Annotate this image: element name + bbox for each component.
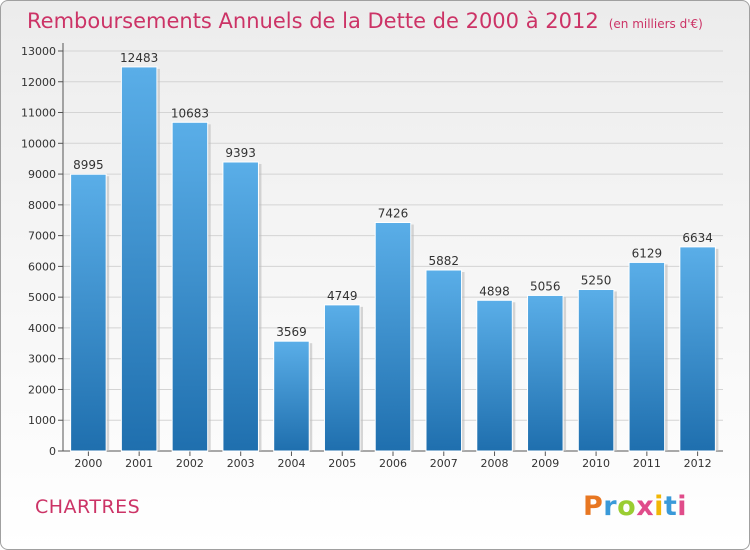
y-tick-label: 6000 (28, 260, 56, 273)
bar-2007 (425, 269, 463, 452)
chart-title: Remboursements Annuels de la Dette de 20… (27, 9, 703, 33)
x-tick-label: 2008 (481, 457, 509, 470)
y-tick-label: 9000 (28, 168, 56, 181)
x-tick-label: 2000 (74, 457, 102, 470)
y-tick-label: 3000 (28, 353, 56, 366)
data-label: 3569 (276, 325, 307, 339)
y-tick-label: 5000 (28, 291, 56, 304)
x-tick-label: 2011 (633, 457, 661, 470)
y-tick-label: 7000 (28, 230, 56, 243)
logo-letter: P (583, 491, 604, 522)
x-tick-label: 2001 (125, 457, 153, 470)
data-label: 12483 (120, 51, 158, 65)
data-label: 4898 (479, 284, 510, 298)
logo-letter: o (617, 491, 637, 522)
data-label: 7426 (378, 207, 409, 221)
x-tick-label: 2005 (328, 457, 356, 470)
x-tick-label: 2009 (531, 457, 559, 470)
logo-letter: r (603, 491, 618, 522)
logo-letter: i (654, 491, 664, 522)
data-label: 6634 (682, 231, 713, 245)
title-unit: (en milliers d'€) (608, 17, 703, 31)
x-tick-label: 2007 (430, 457, 458, 470)
x-tick-label: 2003 (227, 457, 255, 470)
data-label: 5250 (581, 273, 612, 287)
bar-2010 (577, 288, 615, 452)
bar-2004 (273, 340, 310, 452)
y-tick-label: 1000 (28, 414, 56, 427)
logo-letter: i (677, 491, 688, 522)
bar-2011 (628, 261, 666, 452)
bar-2001 (120, 66, 158, 452)
y-tick-label: 2000 (28, 383, 56, 396)
bar-2009 (527, 294, 564, 452)
x-tick-label: 2012 (684, 457, 712, 470)
data-label: 9393 (225, 146, 256, 160)
x-tick-label: 2006 (379, 457, 407, 470)
y-tick-label: 12000 (21, 76, 56, 89)
bar-2005 (323, 304, 361, 452)
axes: 0 1000 2000 3000 4000 5000 6000 7000 8000 9000 100… (21, 43, 723, 470)
commune-name: CHARTRES (35, 496, 141, 518)
data-label: 10683 (171, 106, 209, 120)
y-tick-label: 11000 (21, 107, 56, 120)
y-tick-label: 10000 (21, 137, 56, 150)
bar-2003 (222, 161, 259, 452)
x-tick-label: 2004 (277, 457, 305, 470)
logo-letter: t (663, 491, 678, 522)
bars (70, 66, 719, 452)
x-tick-label: 2002 (176, 457, 204, 470)
data-labels: 8995 12483 10683 9393 3569 4749 7426 5882 4898 50… (73, 51, 713, 339)
x-tick-label: 2010 (582, 457, 610, 470)
proxiti-logo: Proxiti (583, 491, 687, 522)
title-text: Remboursements Annuels de la Dette de 20… (27, 9, 599, 33)
bar-2006 (374, 222, 412, 452)
data-label: 5882 (428, 254, 459, 268)
bar-2012 (679, 246, 716, 452)
logo-letter: x (636, 491, 655, 522)
data-label: 5056 (530, 279, 561, 293)
y-tick-label: 4000 (28, 322, 56, 335)
bar-2008 (476, 299, 513, 452)
y-tick-label: 13000 (21, 45, 56, 58)
y-tick-label: 0 (49, 445, 56, 458)
data-label: 4749 (327, 289, 358, 303)
y-tick-label: 8000 (28, 199, 56, 212)
data-label: 8995 (73, 158, 104, 172)
bar-2000 (70, 173, 107, 452)
data-label: 6129 (632, 246, 663, 260)
bar-2002 (171, 121, 209, 452)
